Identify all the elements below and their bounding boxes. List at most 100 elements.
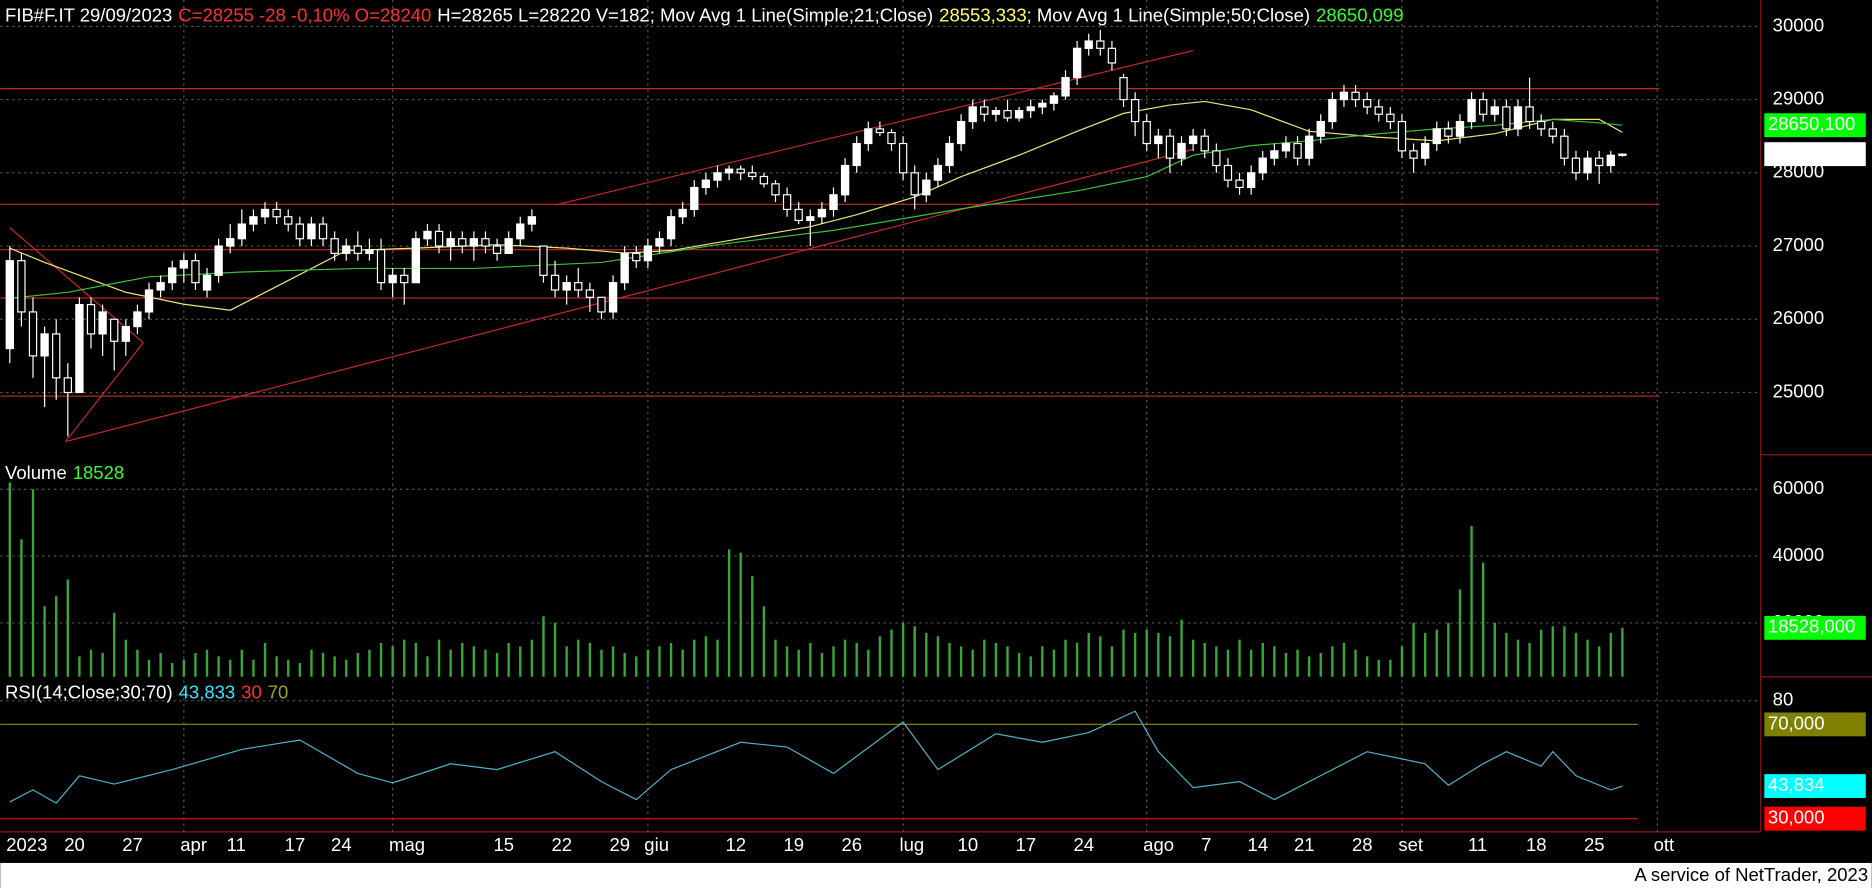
y-tick-label: 60000: [1773, 477, 1824, 498]
candle-body: [1478, 98, 1488, 115]
candle-body: [191, 260, 200, 284]
candle-body: [1536, 120, 1546, 130]
candle-body: [829, 194, 838, 211]
candle-body: [98, 311, 107, 335]
candle-body: [945, 142, 954, 167]
footer: A service of NetTrader, 2023: [1634, 864, 1868, 885]
x-tick-label: 24: [331, 834, 352, 855]
candle-body: [527, 216, 537, 225]
candle-body: [5, 260, 14, 350]
candle-body: [585, 289, 595, 298]
candle-body: [1420, 142, 1430, 159]
candle-body: [1084, 40, 1093, 49]
x-tick-label: ago: [1143, 834, 1174, 855]
candle-body: [342, 245, 351, 254]
y-tick-label: 40000: [1773, 544, 1824, 565]
candle-body: [1142, 120, 1151, 145]
candle-body: [1107, 47, 1117, 64]
candle-body: [86, 304, 96, 335]
candle-body: [1386, 113, 1395, 123]
candle-body: [562, 282, 571, 291]
x-tick-label: lug: [900, 834, 925, 855]
x-tick-label: 15: [493, 834, 514, 855]
trend-line: [65, 148, 1194, 443]
candle-body: [655, 238, 664, 247]
candle-body: [63, 377, 72, 394]
candle-body: [1096, 40, 1105, 49]
candle-body: [1177, 142, 1186, 159]
candle-body: [237, 223, 247, 240]
candle-body: [1049, 95, 1059, 104]
candle-body: [864, 128, 873, 145]
candle-body: [1339, 91, 1349, 101]
candle-body: [1014, 109, 1024, 119]
candle-body: [922, 179, 931, 196]
candle-body: [991, 109, 1001, 115]
candle-body: [910, 172, 919, 196]
candle-body: [469, 238, 479, 247]
candle-body: [75, 304, 84, 394]
candle-body: [330, 238, 339, 254]
price-badge: [1764, 142, 1866, 167]
series-line: [9, 710, 1623, 804]
x-tick-label: 24: [1074, 834, 1095, 855]
candle-body: [1038, 102, 1047, 108]
x-tick-label: 11: [227, 834, 246, 855]
candle-body: [643, 245, 653, 262]
candle-body: [110, 318, 119, 342]
candle-body: [411, 238, 421, 284]
y-tick-label: 80: [1773, 689, 1794, 710]
y-tick-label: 30000: [1773, 14, 1824, 35]
candle-body: [1467, 98, 1476, 123]
price-badge: [1764, 774, 1866, 799]
candle-body: [1293, 142, 1302, 159]
candle-body: [956, 120, 966, 145]
candle-body: [52, 333, 61, 379]
candle-body: [1003, 109, 1012, 119]
x-tick-label: 12: [726, 834, 747, 855]
candle-body: [852, 142, 861, 167]
candle-body: [400, 274, 409, 284]
candle-body: [1525, 106, 1534, 123]
candle-body: [284, 216, 293, 225]
candle-body: [806, 216, 815, 222]
candle-body: [620, 252, 629, 284]
candle-body: [1130, 98, 1140, 123]
candle-body: [666, 216, 676, 240]
x-tick-label: 14: [1248, 834, 1269, 855]
candle-body: [28, 311, 38, 357]
candle-body: [179, 260, 189, 269]
x-tick-label: 26: [842, 834, 863, 855]
legend-item: 43,833: [179, 681, 236, 702]
x-tick-label: 19: [784, 834, 805, 855]
x-tick-label: 21: [1294, 834, 1315, 855]
price-badge-label: 18528,000: [1768, 616, 1855, 637]
legend-item: Volume: [5, 462, 67, 483]
x-tick-label: apr: [180, 834, 207, 855]
candle-body: [458, 238, 467, 247]
candle-body: [887, 131, 896, 145]
candle-body: [1223, 164, 1233, 181]
candle-body: [678, 208, 687, 218]
price-badge-label: 70,000: [1768, 712, 1825, 733]
x-tick-label: 7: [1201, 834, 1211, 855]
candle-body: [1560, 135, 1569, 159]
candle-body: [632, 252, 641, 262]
price-badge: [1764, 615, 1866, 640]
candle-body: [492, 245, 502, 254]
candle-body: [1455, 120, 1465, 137]
candle-body: [214, 245, 223, 276]
candle-body: [1618, 153, 1627, 156]
candle-body: [388, 274, 397, 284]
trend-line: [554, 49, 1194, 206]
footer-bar: [0, 862, 1872, 888]
x-tick-label: mag: [389, 834, 425, 855]
candle-body: [1548, 128, 1557, 137]
legend-item: 30: [241, 681, 262, 702]
candle-body: [1595, 157, 1604, 167]
candle-body: [1212, 150, 1221, 167]
legend-item: ; Mov Avg 1 Line(Simple;21;Close): [650, 5, 933, 26]
candle-body: [759, 175, 769, 185]
x-tick-label: 29: [609, 834, 630, 855]
